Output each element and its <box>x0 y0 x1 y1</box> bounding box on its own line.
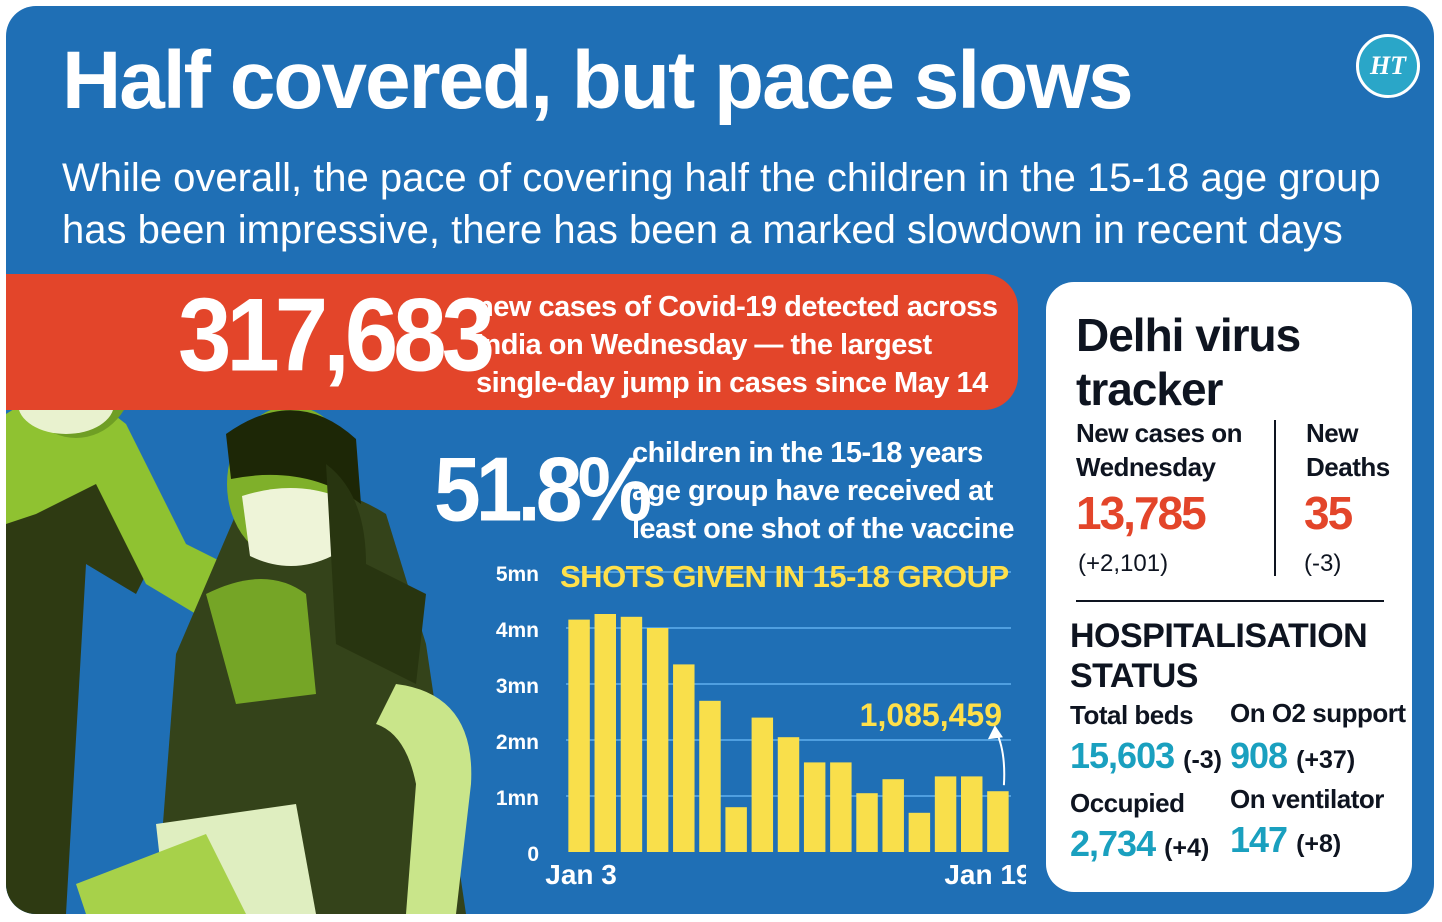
total-beds-change: (-3) <box>1183 746 1223 774</box>
infographic-card: Half covered, but pace slows HT While ov… <box>6 6 1434 914</box>
ventilator-value: 147 (+8) <box>1230 822 1341 858</box>
hospitalisation-title: HOSPITALISATION STATUS <box>1070 617 1368 695</box>
bar-jan-12 <box>803 762 826 852</box>
chart-annotation: 1,085,459 <box>860 697 1002 733</box>
bar-jan-5 <box>620 616 643 852</box>
total-beds-value: 15,603 (-3) <box>1070 738 1222 774</box>
delhi-tracker-panel: Delhi virus tracker New cases on Wednesd… <box>1046 282 1412 892</box>
new-cases-value: 13,785 <box>1076 487 1207 539</box>
bar-jan-7 <box>673 664 695 852</box>
occupied-label: Occupied <box>1070 788 1185 818</box>
cases-banner <box>6 274 1018 410</box>
y-tick-label: 1mn <box>496 787 539 810</box>
bar-jan-3 <box>568 619 590 852</box>
occupied-number: 2,734 <box>1070 823 1156 864</box>
shots-bar-chart: 0 1mn 2mn 3mn 4mn 5mn Jan 3 Jan 19 1,085,459 <box>496 563 1026 890</box>
bar-jan-13 <box>830 762 852 852</box>
vaccination-note: children in the 15-18 years age group ha… <box>632 437 1014 545</box>
o2-value: 908 (+37) <box>1230 738 1355 774</box>
new-cases-label: New cases on Wednesday <box>1076 418 1242 482</box>
ventilator-number: 147 <box>1230 819 1288 860</box>
x-tick-label: Jan 3 <box>545 859 617 890</box>
new-cases-change: (+2,101) <box>1078 550 1169 577</box>
annotation-arrow-head <box>987 725 1003 740</box>
ventilator-label: On ventilator <box>1230 784 1384 814</box>
o2-label: On O2 support <box>1230 698 1406 728</box>
occupied-value: 2,734 (+4) <box>1070 826 1209 862</box>
bar-jan-18 <box>961 776 983 852</box>
o2-change: (+37) <box>1296 746 1356 774</box>
bar-jan-17 <box>934 776 957 852</box>
bar-jan-19 <box>987 791 1009 852</box>
bar-jan-16 <box>908 812 931 852</box>
o2-number: 908 <box>1230 735 1288 776</box>
tracker-divider-horizontal <box>1076 600 1384 602</box>
ventilator-change: (+8) <box>1296 830 1342 858</box>
bar-jan-15 <box>882 779 904 852</box>
bar-jan-10 <box>751 717 774 852</box>
x-tick-label: Jan 19 <box>944 859 1026 890</box>
subheadline: While overall, the pace of covering half… <box>62 156 1381 252</box>
occupied-change: (+4) <box>1164 834 1210 862</box>
y-tick-label: 0 <box>527 843 539 866</box>
cases-note: new cases of Covid-19 detected across In… <box>476 291 998 399</box>
y-tick-label: 2mn <box>496 731 539 754</box>
tracker-title: Delhi virus tracker <box>1076 309 1301 415</box>
deaths-label: New Deaths <box>1306 418 1390 482</box>
bar-jan-4 <box>594 614 616 852</box>
bar-jan-14 <box>856 793 878 852</box>
y-tick-label: 4mn <box>496 619 539 642</box>
vaccination-percent: 51.8% <box>434 438 652 541</box>
total-beds-label: Total beds <box>1070 700 1194 730</box>
bar-jan-6 <box>646 628 669 852</box>
bar-jan-9 <box>725 807 747 852</box>
deaths-change: (-3) <box>1304 550 1342 577</box>
total-beds-number: 15,603 <box>1070 735 1175 776</box>
headline: Half covered, but pace slows <box>62 35 1134 126</box>
ht-logo: HT <box>1356 34 1420 98</box>
bar-jan-8 <box>699 700 721 852</box>
cases-number: 317,683 <box>178 277 495 394</box>
tracker-divider-vertical <box>1274 420 1276 576</box>
chart-title: SHOTS GIVEN IN 15-18 GROUP <box>560 559 1009 594</box>
bar-jan-11 <box>777 737 800 852</box>
y-tick-label: 3mn <box>496 675 539 698</box>
deaths-value: 35 <box>1304 487 1353 539</box>
y-tick-label: 5mn <box>496 563 539 586</box>
